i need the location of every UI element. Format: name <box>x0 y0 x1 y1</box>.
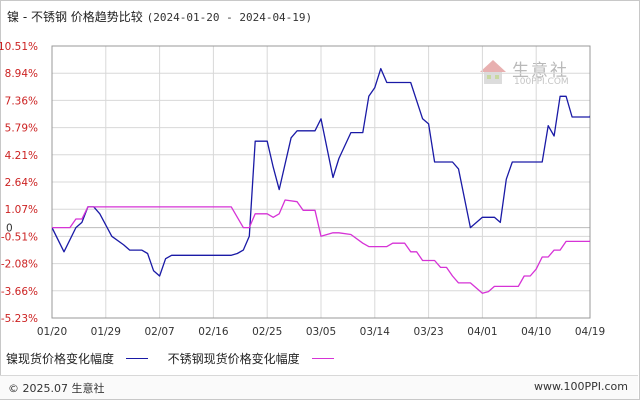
y-tick-label: -3.66% <box>1 286 38 298</box>
legend-label-stainless: 不锈钢现货价格变化幅度 <box>167 352 300 366</box>
title-text: 镍 - 不锈钢 价格趋势比较 <box>7 10 143 24</box>
axis-layer <box>51 45 591 319</box>
series-layer <box>52 67 590 294</box>
x-tick-label: 04/01 <box>467 326 497 338</box>
y-tick-label: 5.79% <box>5 123 38 135</box>
x-tick-label: 02/07 <box>144 326 174 338</box>
watermark-name: 生意社 <box>512 61 569 81</box>
footer: © 2025.07 生意社 www.100PPI.com <box>0 375 638 399</box>
watermark: 生意社 100PPI.COM <box>478 56 588 90</box>
x-tick-label: 01/20 <box>37 326 67 338</box>
title-date-range: (2024-01-20 - 2024-04-19) <box>146 11 313 24</box>
footer-copyright: © 2025.07 生意社 <box>8 382 105 395</box>
x-tick-label: 02/25 <box>252 326 282 338</box>
legend-swatch-nickel <box>125 358 148 359</box>
y-tick-label: 1.07% <box>5 204 38 216</box>
chart-title: 镍 - 不锈钢 价格趋势比较 (2024-01-20 - 2024-04-19) <box>7 8 312 25</box>
label-layer: 10.51% 8.94% 7.36% 5.79% 4.21% 2.64% 1.07% -0.5… <box>0 41 605 338</box>
x-tick-label: 03/14 <box>360 326 391 338</box>
y-tick-label: 2.64% <box>5 177 38 189</box>
watermark-house-icon <box>480 60 506 84</box>
x-tick-label: 04/10 <box>521 326 551 338</box>
y-tick-label: -0.51% <box>1 231 38 243</box>
y-tick-label: 4.21% <box>5 150 38 162</box>
y-tick-label: 7.36% <box>5 95 38 107</box>
watermark-url: 100PPI.COM <box>514 77 569 87</box>
series-line-stainless <box>52 199 590 294</box>
zero-label: 0 <box>6 223 13 235</box>
legend: 镍现货价格变化幅度 不锈钢现货价格变化幅度 <box>6 350 350 367</box>
x-tick-label: 04/19 <box>575 326 605 338</box>
y-tick-label: -5.23% <box>1 313 38 325</box>
y-tick-label: 8.94% <box>5 68 38 80</box>
x-tick-label: 03/05 <box>306 326 336 338</box>
x-tick-label: 01/29 <box>91 326 121 338</box>
footer-site-link[interactable]: www.100PPI.com <box>534 380 628 393</box>
plot-area <box>51 45 591 319</box>
x-tick-label: 03/23 <box>413 326 443 338</box>
legend-swatch-stainless <box>311 358 334 359</box>
series-line-nickel <box>52 67 590 277</box>
y-tick-label: -2.08% <box>1 259 38 271</box>
y-tick-label: 10.51% <box>0 41 38 53</box>
x-tick-label: 02/16 <box>198 326 229 338</box>
legend-label-nickel: 镍现货价格变化幅度 <box>6 352 115 366</box>
grid-layer <box>52 46 590 318</box>
